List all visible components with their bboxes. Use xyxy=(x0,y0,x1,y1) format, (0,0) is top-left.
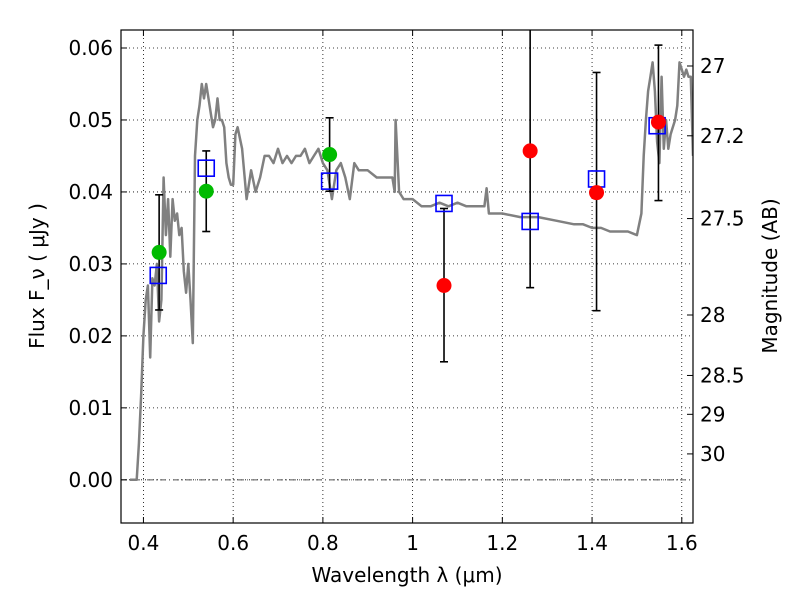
data-point-3-1 xyxy=(522,143,538,159)
data-point-2-0 xyxy=(151,244,167,260)
data-point-3-0 xyxy=(436,277,452,293)
y-tick-label-1: 0.01 xyxy=(68,396,113,420)
y-tick-label-2: 0.02 xyxy=(68,324,113,348)
y-tick-label-6: 0.06 xyxy=(68,36,113,60)
y-tick-label-4: 0.04 xyxy=(68,180,113,204)
y-axis-label: Flux F_ν ( μJy ) xyxy=(25,203,49,349)
x-tick-label-6: 1.6 xyxy=(666,531,698,555)
x-tick-label-4: 1.2 xyxy=(486,531,518,555)
magnitude-tick-labels: 27 27.2 27.5 28 28.5 29 30 xyxy=(700,54,745,466)
model-square-1 xyxy=(197,159,216,177)
model-photometry-squares xyxy=(149,116,666,285)
x-tick-label-2: 0.8 xyxy=(307,531,339,555)
y-tick-label-3: 0.03 xyxy=(68,252,113,276)
right-axis-label: Magnitude (AB) xyxy=(758,198,782,353)
x-tick-label-0: 0.4 xyxy=(128,531,160,555)
model-square-0 xyxy=(149,266,168,285)
model-square-2 xyxy=(320,172,339,190)
mag-tick-label-5: 29 xyxy=(700,402,725,426)
data-point-2-1 xyxy=(198,183,214,199)
spectrum-line xyxy=(130,61,693,482)
x-tick-label-5: 1.4 xyxy=(576,531,608,555)
model-square-3 xyxy=(435,194,453,213)
mag-tick-label-1: 27.2 xyxy=(700,124,745,148)
data-point-3-3 xyxy=(650,114,666,130)
y-tick-label-5: 0.05 xyxy=(68,108,113,132)
observed-photometry-points xyxy=(151,114,666,293)
data-point-3-2 xyxy=(589,185,605,201)
mag-tick-label-0: 27 xyxy=(700,54,725,78)
x-tick-label-3: 1 xyxy=(406,531,419,555)
mag-tick-label-4: 28.5 xyxy=(700,363,745,387)
mag-tick-label-2: 27.5 xyxy=(700,207,745,231)
mag-tick-label-3: 28 xyxy=(700,303,725,327)
x-tick-label-1: 0.6 xyxy=(217,531,249,555)
x-axis-label: Wavelength λ (μm) xyxy=(311,563,502,587)
y-tick-label-0: 0.00 xyxy=(68,468,113,492)
data-point-2-2 xyxy=(322,147,338,163)
plot-frame xyxy=(120,29,694,524)
y-tick-labels: 0.00 0.01 0.02 0.03 0.04 0.05 0.06 xyxy=(68,36,113,492)
model-spectrum xyxy=(130,61,693,482)
model-square-4 xyxy=(521,212,539,231)
axis-ticks xyxy=(121,30,693,523)
x-tick-labels: 0.4 0.6 0.8 1 1.2 1.4 1.6 xyxy=(128,531,698,555)
mag-tick-label-6: 30 xyxy=(700,442,725,466)
